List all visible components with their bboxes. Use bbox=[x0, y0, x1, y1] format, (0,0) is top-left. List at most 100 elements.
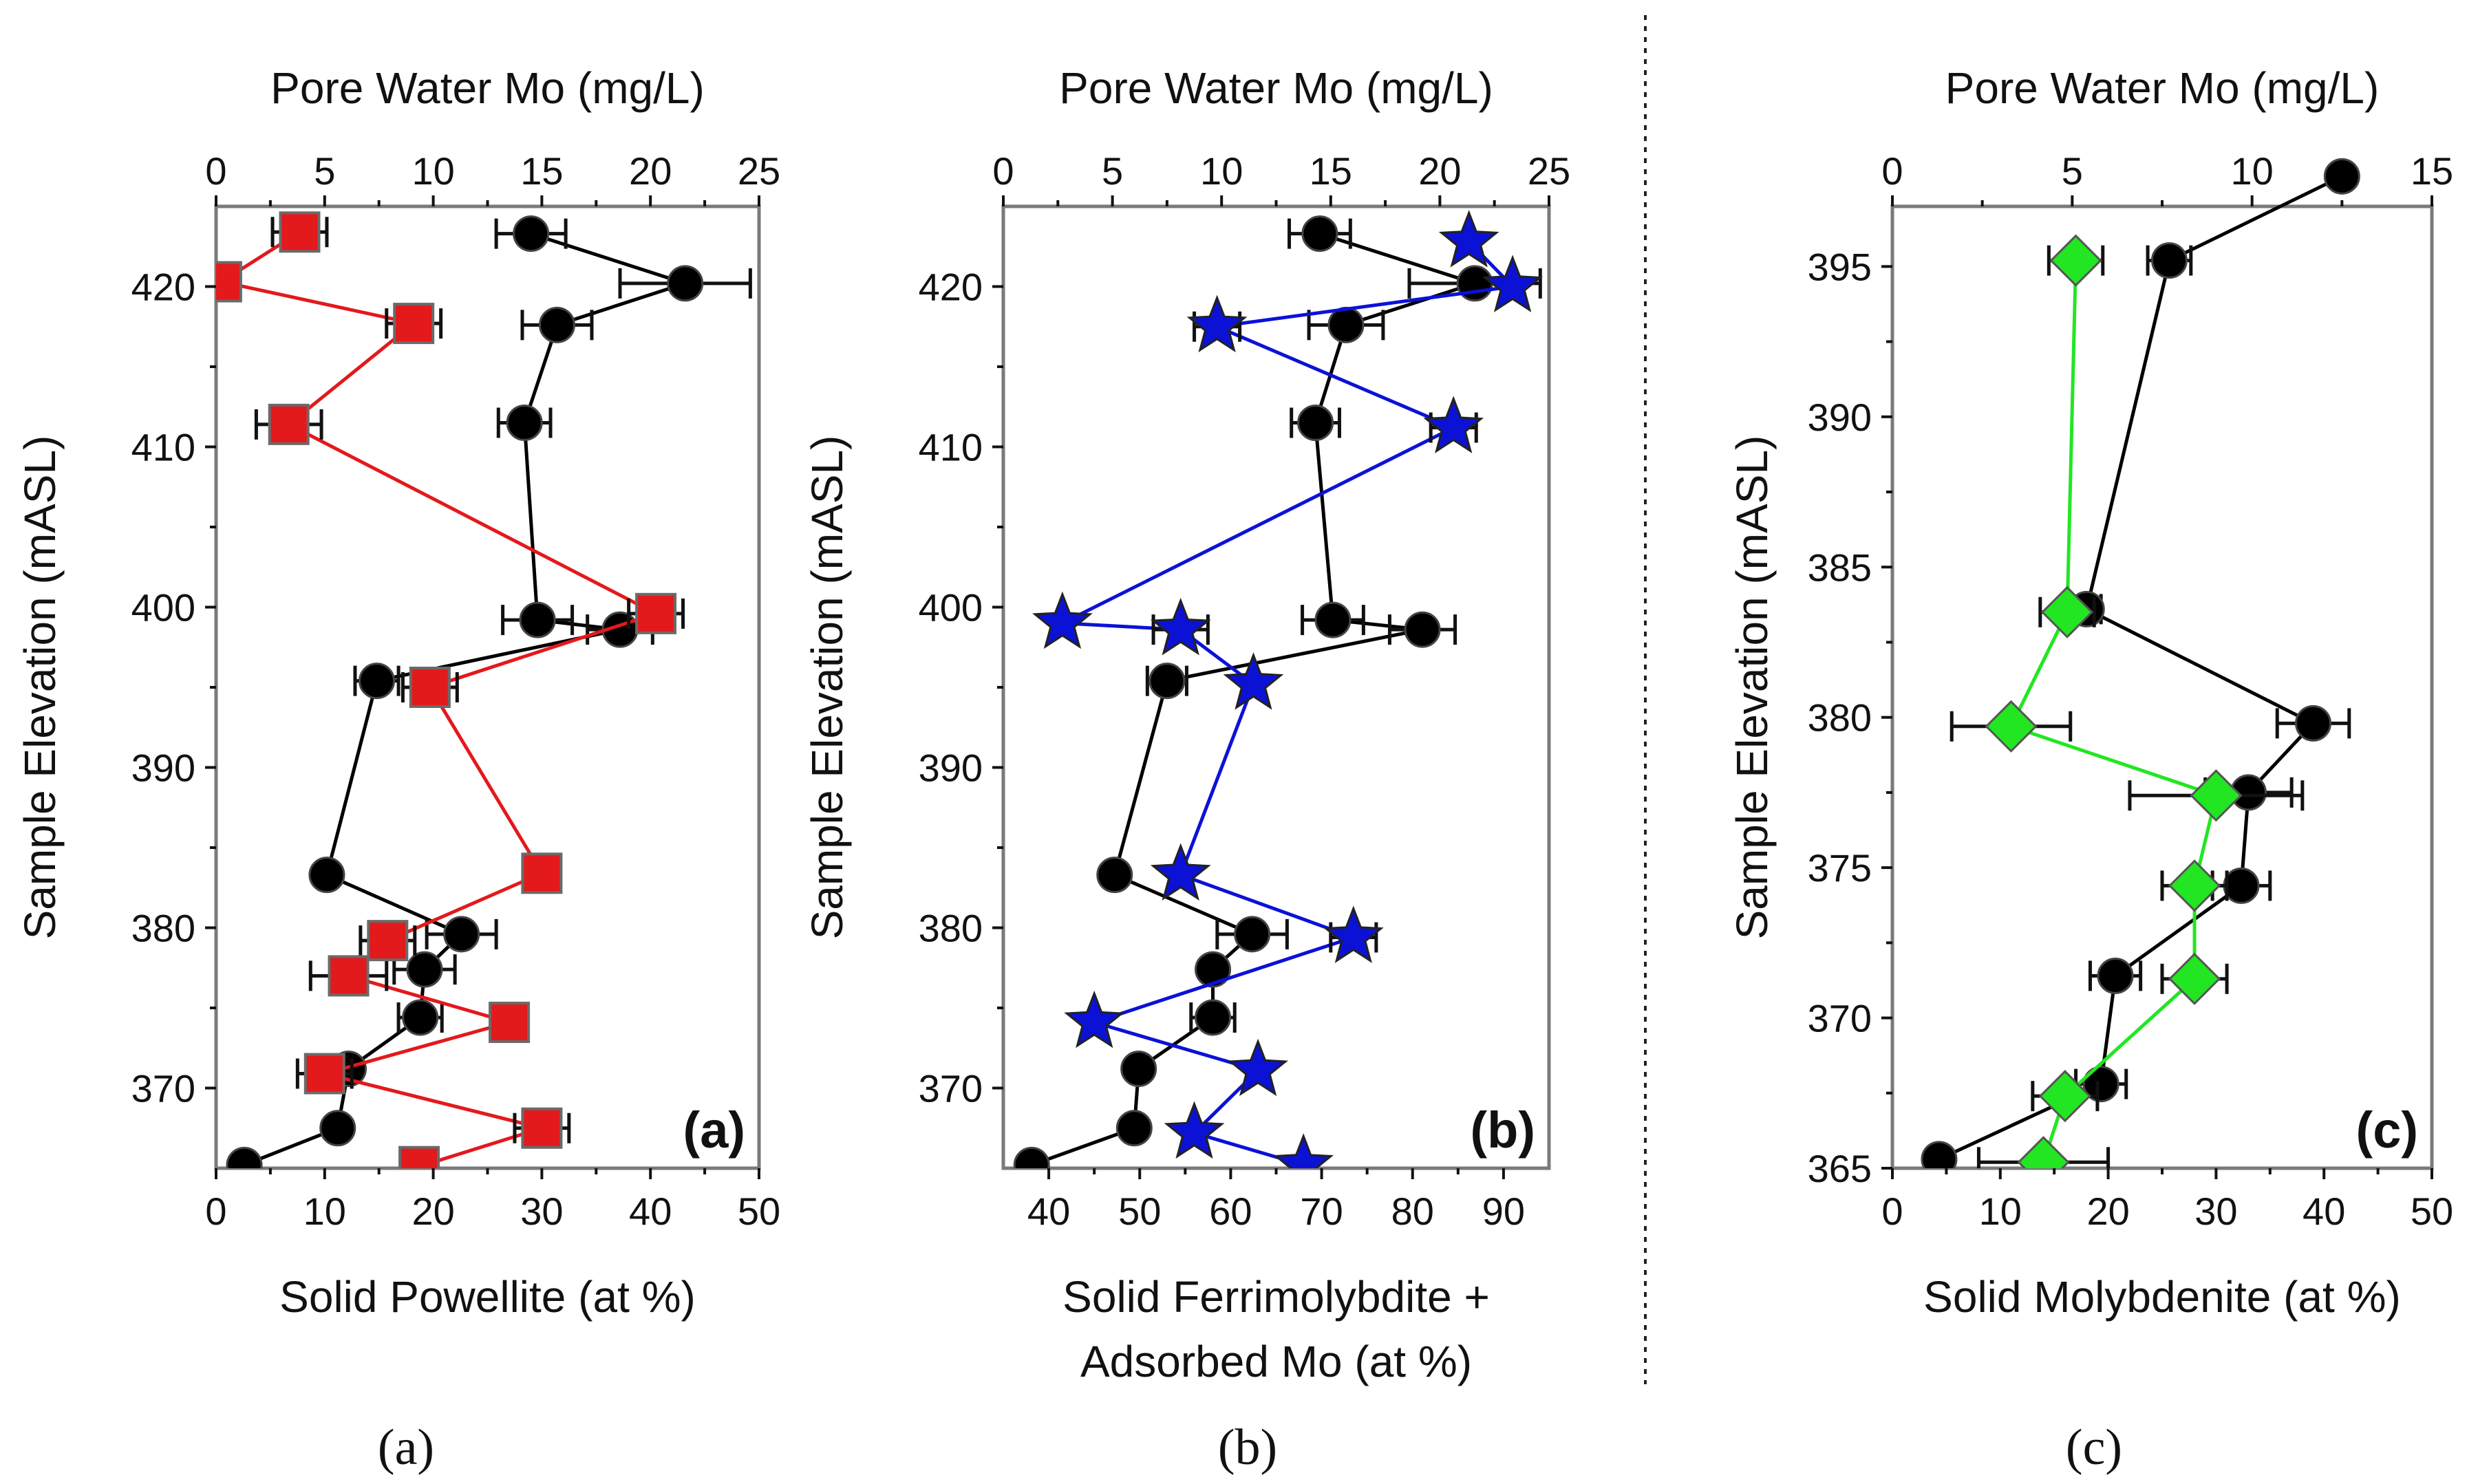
series-circle-0 bbox=[1013, 215, 1542, 1168]
y-axis-title: Sample Elevation (mASL) bbox=[15, 435, 65, 940]
panel-caption: (a) bbox=[378, 1419, 434, 1476]
data-point-star bbox=[1438, 210, 1499, 268]
data-point-circle bbox=[402, 999, 439, 1036]
data-point-star bbox=[1323, 905, 1384, 963]
data-point-star bbox=[1150, 597, 1211, 656]
data-point-circle bbox=[359, 663, 396, 700]
data-point-circle bbox=[2082, 1066, 2119, 1103]
data-point-circle bbox=[1301, 215, 1338, 252]
data-point-diamond bbox=[2038, 1070, 2092, 1123]
data-point-circle bbox=[2223, 867, 2260, 904]
data-point-circle bbox=[2295, 705, 2332, 742]
data-point-circle bbox=[406, 951, 443, 988]
data-point-square bbox=[393, 303, 435, 345]
bottom-axis-tick-label: 0 bbox=[1881, 1190, 1903, 1233]
data-point-circle bbox=[1314, 601, 1352, 638]
bottom-axis-tick-label: 30 bbox=[520, 1190, 563, 1233]
y-axis-tick-label: 365 bbox=[1808, 1147, 1872, 1190]
data-point-square bbox=[367, 920, 409, 962]
top-axis-tick-label: 10 bbox=[1200, 149, 1243, 193]
y-axis-tick-label: 390 bbox=[131, 746, 195, 790]
top-axis-tick-label: 0 bbox=[992, 149, 1014, 193]
data-point-circle bbox=[506, 405, 543, 442]
plot-frame bbox=[214, 204, 761, 1170]
plot-frame bbox=[1890, 204, 2434, 1170]
series-line bbox=[1056, 240, 1517, 1167]
data-point-square bbox=[489, 1001, 531, 1043]
data-point-circle bbox=[1195, 951, 1232, 988]
y-axis-title: Sample Elevation (mASL) bbox=[802, 435, 852, 940]
data-point-square bbox=[521, 852, 563, 894]
top-axis-tick-label: 20 bbox=[1418, 149, 1461, 193]
bottom-axis-tick-label: 10 bbox=[303, 1190, 346, 1233]
data-point-circle bbox=[2323, 158, 2360, 195]
data-point-circle bbox=[1297, 405, 1334, 442]
bottom-axis-tick-label: 10 bbox=[1979, 1190, 2022, 1233]
data-point-star bbox=[1032, 591, 1093, 649]
bottom-axis-title: Adsorbed Mo (at %) bbox=[1080, 1337, 1472, 1386]
y-axis-tick-label: 370 bbox=[1808, 997, 1872, 1040]
data-point-circle bbox=[1921, 1141, 1958, 1168]
data-point-circle bbox=[1404, 611, 1441, 648]
y-axis-tick-label: 370 bbox=[131, 1067, 195, 1110]
bottom-axis-tick-label: 50 bbox=[1118, 1190, 1161, 1233]
data-point-diamond bbox=[2190, 769, 2243, 822]
y-axis-tick-label: 420 bbox=[131, 266, 195, 309]
y-axis-tick-label: 410 bbox=[919, 426, 983, 469]
bottom-axis-tick-label: 50 bbox=[2411, 1190, 2453, 1233]
y-axis-tick-label: 395 bbox=[1808, 245, 1872, 288]
data-point-diamond bbox=[2168, 952, 2221, 1005]
y-axis-tick-label: 390 bbox=[1808, 396, 1872, 439]
data-point-square bbox=[398, 1146, 440, 1168]
data-point-circle bbox=[226, 1146, 263, 1168]
top-axis-tick-label: 20 bbox=[629, 149, 672, 193]
bottom-axis-tick-label: 90 bbox=[1482, 1190, 1525, 1233]
bottom-axis-tick-label: 20 bbox=[412, 1190, 454, 1233]
data-point-star bbox=[1228, 1038, 1288, 1097]
top-axis-title: Pore Water Mo (mg/L) bbox=[1945, 63, 2380, 113]
top-axis-tick-label: 5 bbox=[314, 149, 335, 193]
panel-label: (a) bbox=[683, 1101, 745, 1159]
data-point-star bbox=[1223, 652, 1284, 710]
panel-caption: (c) bbox=[2066, 1419, 2122, 1476]
y-axis-tick-label: 410 bbox=[131, 426, 195, 469]
bottom-axis-tick-label: 40 bbox=[629, 1190, 672, 1233]
data-point-square bbox=[521, 1107, 563, 1149]
data-point-circle bbox=[1456, 265, 1493, 302]
series-circle-0 bbox=[226, 215, 752, 1168]
data-point-square bbox=[303, 1053, 345, 1095]
top-axis-title: Pore Water Mo (mg/L) bbox=[1059, 63, 1493, 113]
series-diamond-1 bbox=[1949, 234, 2305, 1168]
chart-panel-2: 0 5 10 15 20 25 Pore Water Mo (mg/L) 40 50 60 70 80… bbox=[802, 63, 1570, 1476]
data-point-diamond bbox=[2017, 1136, 2070, 1168]
chart-panel-3: 0 5 10 15 Pore Water Mo (mg/L) 0 10 20 30 40 50Sol… bbox=[1727, 63, 2453, 1476]
top-axis-tick-label: 15 bbox=[520, 149, 563, 193]
data-point-star bbox=[1064, 990, 1125, 1049]
bottom-axis-tick-label: 20 bbox=[2086, 1190, 2129, 1233]
y-axis-tick-label: 380 bbox=[1808, 696, 1872, 740]
top-axis-tick-label: 5 bbox=[2062, 149, 2083, 193]
data-point-star bbox=[1164, 1101, 1225, 1159]
y-axis-title: Sample Elevation (mASL) bbox=[1727, 435, 1777, 940]
data-point-circle bbox=[513, 215, 550, 252]
bottom-axis-tick-label: 50 bbox=[738, 1190, 780, 1233]
top-axis-tick-label: 15 bbox=[1310, 149, 1352, 193]
data-point-circle bbox=[1120, 1051, 1157, 1088]
panel-label: (c) bbox=[2356, 1101, 2418, 1159]
data-point-circle bbox=[667, 265, 704, 302]
data-point-circle bbox=[1096, 857, 1133, 894]
bottom-axis-tick-label: 40 bbox=[1027, 1190, 1070, 1233]
bottom-axis-tick-label: 60 bbox=[1209, 1190, 1252, 1233]
data-point-square bbox=[279, 211, 321, 253]
data-point-star bbox=[1482, 255, 1543, 312]
bottom-axis-title: Solid Molybdenite (at %) bbox=[1923, 1272, 2401, 1322]
data-point-square bbox=[635, 592, 677, 634]
y-axis-tick-label: 400 bbox=[919, 586, 983, 630]
top-axis-tick-label: 10 bbox=[412, 149, 454, 193]
top-axis-tick-label: 25 bbox=[738, 149, 780, 193]
series-line bbox=[244, 232, 691, 1167]
bottom-axis-tick-label: 30 bbox=[2194, 1190, 2237, 1233]
top-axis-tick-label: 15 bbox=[2411, 149, 2453, 193]
plot-area bbox=[1013, 210, 1543, 1168]
